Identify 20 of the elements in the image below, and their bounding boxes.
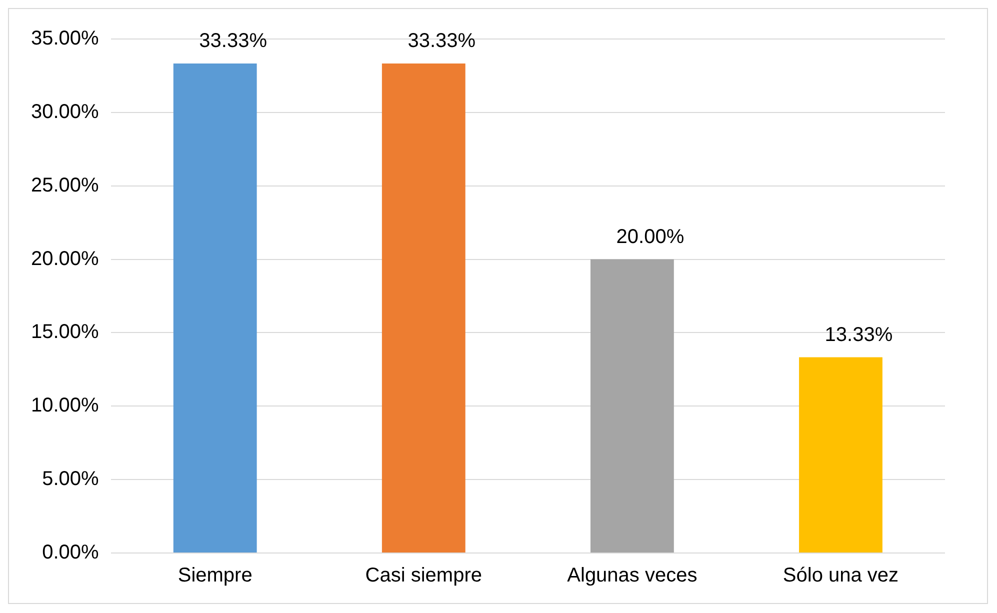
data-label: 33.33% bbox=[199, 30, 268, 52]
y-tick-label: 5.00% bbox=[42, 468, 100, 490]
x-tick-label: Sólo una vez bbox=[782, 564, 899, 587]
y-tick-label: 25.00% bbox=[30, 174, 100, 196]
data-label: 33.33% bbox=[408, 30, 476, 52]
y-tick-label: 15.00% bbox=[30, 321, 100, 344]
x-tick-label: Siempre bbox=[178, 564, 252, 587]
bar bbox=[173, 64, 257, 552]
data-label: 13.33% bbox=[824, 324, 893, 346]
y-tick-label: 0.00% bbox=[42, 542, 100, 564]
y-tick-label: 35.00% bbox=[30, 28, 100, 50]
y-tick-label: 20.00% bbox=[30, 248, 100, 270]
x-tick-label: Algunas veces bbox=[567, 564, 698, 587]
bar bbox=[799, 357, 882, 552]
bar bbox=[382, 64, 466, 552]
y-tick-label: 10.00% bbox=[30, 394, 100, 417]
x-tick-label: Casi siempre bbox=[365, 564, 482, 587]
bar bbox=[590, 259, 674, 552]
y-tick-label: 30.00% bbox=[30, 100, 100, 123]
data-label: 20.00% bbox=[616, 226, 684, 248]
